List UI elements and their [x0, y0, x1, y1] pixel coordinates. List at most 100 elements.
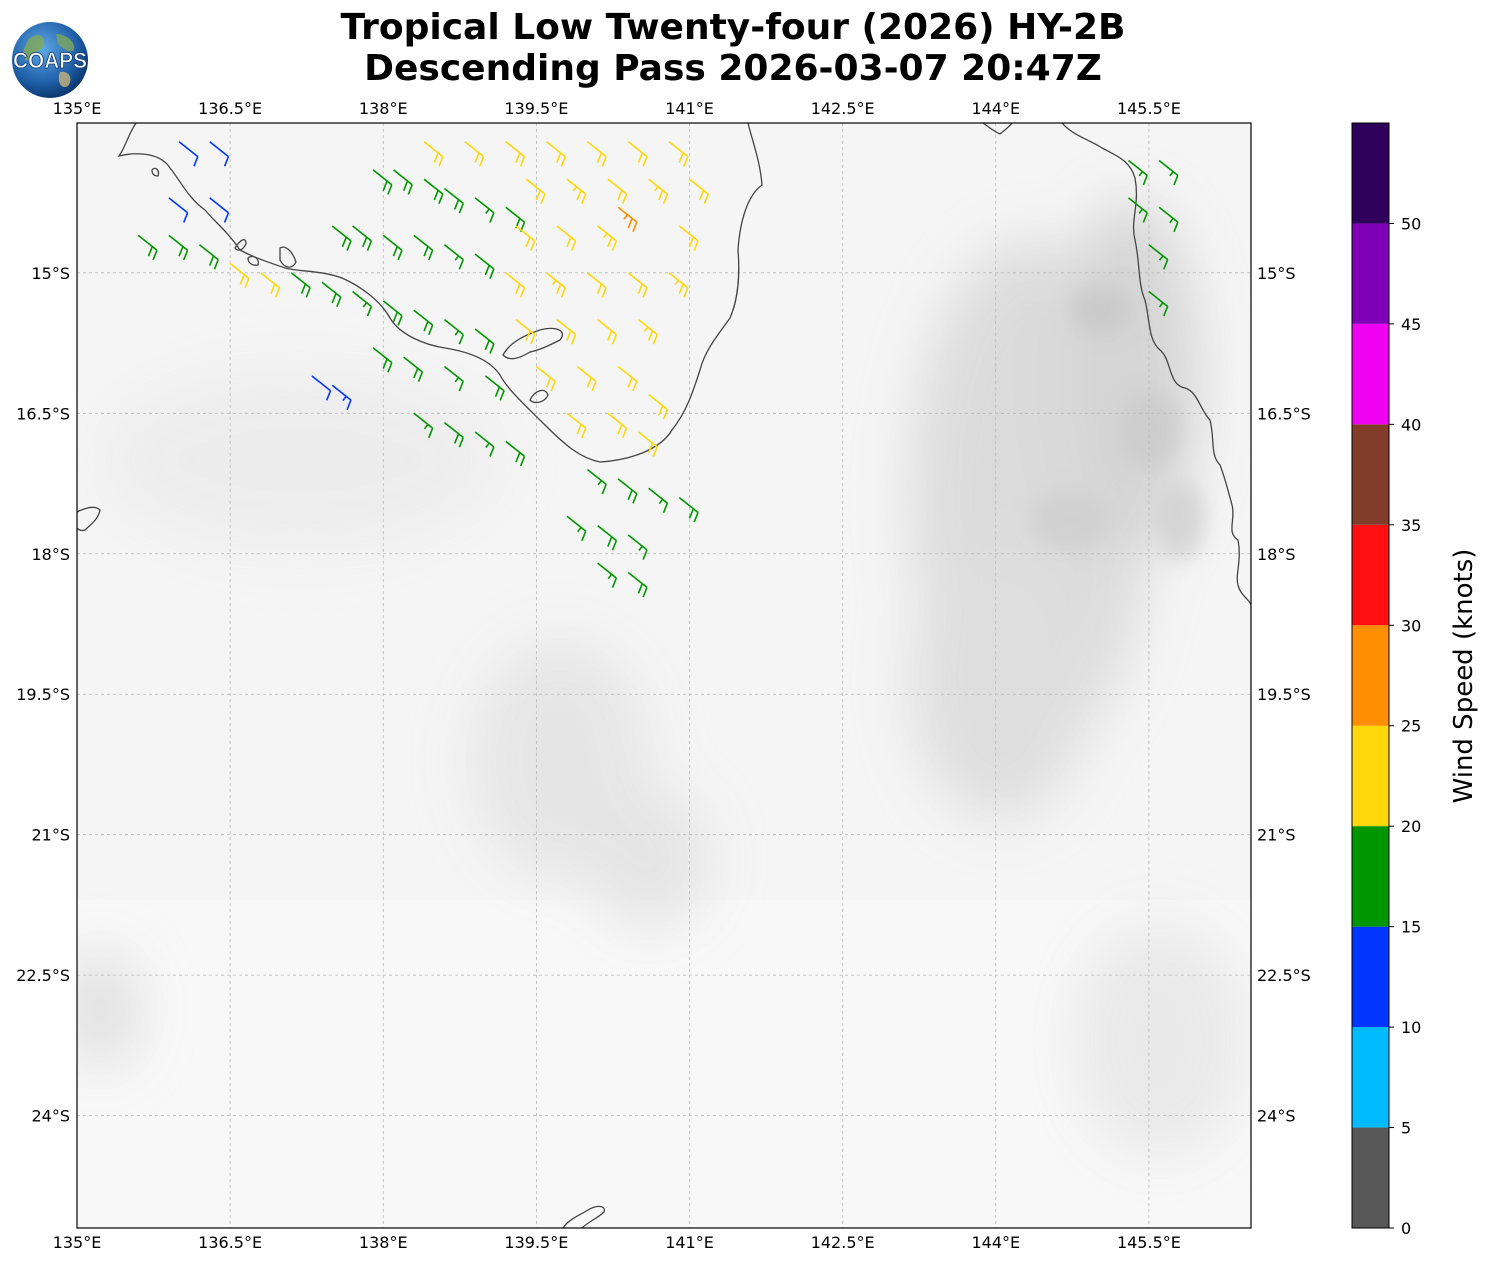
wind-barb [617, 365, 638, 392]
wind-barb [1148, 244, 1169, 270]
wind-barb [546, 141, 567, 167]
wind-barb [607, 412, 628, 439]
colorbar-tick-label: 0 [1401, 1219, 1411, 1238]
wind-barb [1127, 159, 1148, 186]
wind-barb [505, 440, 526, 467]
lat-tick-label: 18°S [1257, 545, 1296, 564]
colorbar-tick-label: 50 [1401, 214, 1421, 233]
wind-barb [382, 234, 403, 261]
colorbar-frame [1351, 122, 1390, 1229]
lon-tick-label: 139.5°E [504, 1233, 568, 1252]
chart-title-line2: Descending Pass 2026-03-07 20:47Z [364, 48, 1102, 89]
wind-barb [586, 141, 607, 167]
colorbar-bin [1352, 826, 1389, 927]
wind-barb [535, 365, 556, 392]
colorbar-label: Wind Speed (knots) [1449, 549, 1479, 804]
gulf-of-carpentaria-coast [117, 123, 763, 463]
wind-barb [607, 178, 628, 205]
wind-barb [474, 197, 495, 223]
lon-tick-labels-bottom: 135°E 136.5°E 138°E 139.5°E 141°E 142.5°E 144°… [53, 1233, 1181, 1252]
colorbar-tick-label: 10 [1401, 1018, 1421, 1037]
wind-barb [372, 347, 393, 373]
colorbar-bin [1352, 725, 1389, 827]
lon-tick-label: 136.5°E [198, 1233, 262, 1252]
wind-barb [505, 141, 526, 167]
lon-tick-label: 142.5°E [811, 99, 875, 118]
wind-barb [392, 169, 413, 195]
lon-tick-label: 144°E [971, 99, 1020, 118]
wind-barb [290, 272, 311, 298]
wind-barb [637, 319, 658, 345]
wind-barb [413, 234, 434, 261]
wind-barb [413, 412, 434, 439]
colorbar-bin [1352, 1127, 1389, 1228]
wind-barb [566, 515, 587, 542]
gridlines [77, 123, 1251, 1228]
wind-barb [525, 178, 546, 205]
lon-tick-label: 138°E [359, 99, 408, 118]
chart-title-line1: Tropical Low Twenty-four (2026) HY-2B [340, 7, 1126, 48]
wind-barb [556, 319, 577, 345]
colorbar-bin [1352, 1027, 1389, 1128]
wind-barb [648, 393, 669, 420]
small-island [529, 389, 549, 404]
lat-tick-label: 19.5°S [1257, 685, 1311, 704]
wind-barb [1148, 290, 1169, 317]
wind-barb [199, 244, 219, 270]
wind-barb [178, 141, 199, 167]
wind-barb [423, 141, 444, 167]
wind-barb [311, 375, 332, 401]
wind-barb [668, 272, 689, 298]
south-lake [562, 1205, 605, 1228]
lat-tick-label: 24°S [31, 1107, 70, 1126]
lon-tick-label: 142.5°E [811, 1233, 875, 1252]
wind-barb [209, 141, 230, 167]
wind-barb [137, 234, 158, 261]
wind-barb [678, 496, 699, 523]
wind-barb [1158, 206, 1179, 233]
lat-tick-label: 15°S [1257, 264, 1296, 283]
wind-barb [515, 319, 536, 345]
wind-barb [403, 356, 424, 382]
wind-barb [444, 244, 464, 270]
coastlines [77, 123, 1251, 1228]
wind-barb [413, 309, 434, 336]
colorbar-tick-label: 40 [1401, 415, 1421, 434]
wind-barb [678, 225, 699, 251]
wind-barb [444, 187, 464, 214]
lon-tick-label: 145.5°E [1117, 99, 1181, 118]
lat-tick-label: 24°S [1257, 1107, 1296, 1126]
northern-point [982, 123, 1013, 135]
wind-barb [474, 253, 495, 279]
lon-tick-label: 135°E [53, 99, 102, 118]
lat-tick-label: 21°S [31, 826, 70, 845]
wind-barb [597, 562, 618, 588]
lat-tick-label: 22.5°S [16, 966, 70, 985]
colorbar-bin [1352, 625, 1389, 726]
wind-barb [576, 365, 597, 392]
colorbar-bin [1352, 323, 1389, 425]
wind-barb [444, 319, 464, 345]
lat-tick-labels-left: 15°S 16.5°S 18°S 19.5°S 21°S 22.5°S 24°S [16, 264, 70, 1126]
colorbar-bin [1352, 424, 1389, 525]
lat-tick-label: 18°S [31, 545, 70, 564]
wind-barb [597, 319, 618, 345]
colorbar-tick-label: 15 [1401, 918, 1421, 937]
satellite-background [77, 123, 1251, 1228]
lat-tick-label: 22.5°S [1257, 966, 1311, 985]
colorbar-bin [1352, 223, 1389, 324]
colorbar-tick-label: 5 [1401, 1119, 1411, 1138]
colorbar-bin [1352, 926, 1389, 1028]
wind-barb [209, 197, 230, 223]
wind-barb [372, 169, 393, 195]
wind-barb [689, 178, 709, 205]
wind-barb [444, 422, 464, 448]
wind-barb [566, 412, 587, 439]
wind-barb [556, 225, 577, 251]
wind-barb [444, 365, 464, 392]
wind-barb [546, 272, 567, 298]
colorbar-bin [1352, 123, 1389, 224]
lat-tick-label: 16.5°S [1257, 404, 1311, 423]
colorbar-tick-label: 20 [1401, 817, 1421, 836]
